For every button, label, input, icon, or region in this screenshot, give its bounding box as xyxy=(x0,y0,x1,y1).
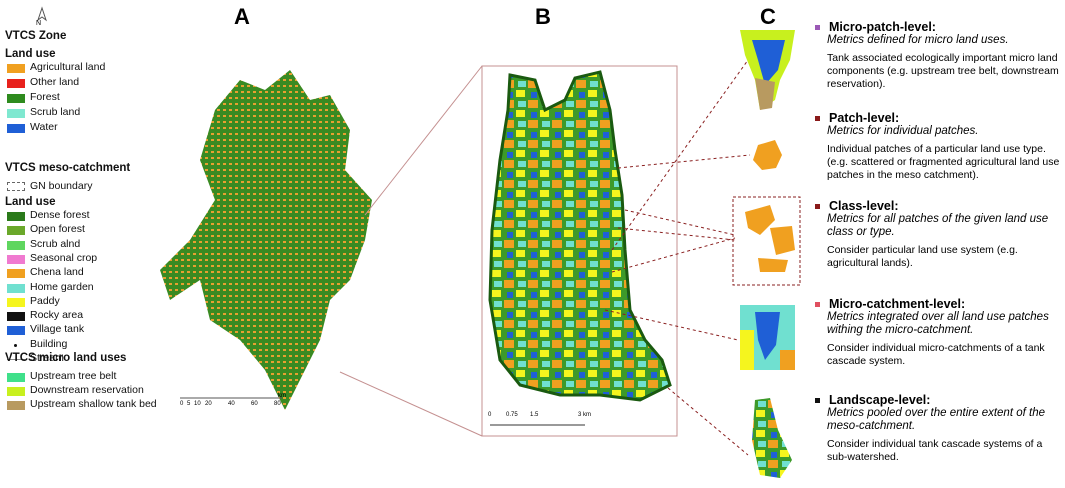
legend-label: Chena land xyxy=(30,266,84,279)
legend-swatch xyxy=(7,124,25,133)
legend-swatch xyxy=(7,79,25,88)
scale-label: 3 km xyxy=(578,412,592,418)
level: Micro-patch-level: Metrics defined for mi… xyxy=(815,20,1063,91)
legend-title: VTCS micro land uses xyxy=(5,352,127,364)
north-label: N xyxy=(36,20,42,27)
bullet xyxy=(815,398,820,403)
legend-swatch xyxy=(7,94,25,103)
level-title: Landscape-level: xyxy=(829,393,931,407)
legend-label: Scrub alnd xyxy=(30,237,81,250)
legend-swatch xyxy=(7,312,25,322)
level-subtitle: Metrics integrated over all land use pat… xyxy=(827,311,1049,336)
thumb-patch xyxy=(753,140,782,170)
level-subtitle: Metrics pooled over the entire extent of… xyxy=(827,407,1045,432)
level-text: Tank associated ecologically important m… xyxy=(827,52,1059,90)
legend-label: Dense forest xyxy=(30,209,90,221)
zoom-line xyxy=(364,65,483,216)
level-subtitle: Metrics for individual patches. xyxy=(827,125,979,137)
scale-label: 0 xyxy=(488,412,492,418)
legend-swatch xyxy=(14,343,17,347)
legend-label: Downstream reservation xyxy=(30,384,144,396)
legend-label: Agricultural land xyxy=(30,61,106,73)
scale-label: 0 xyxy=(180,401,184,407)
level-text: Consider individual micro-catchments of … xyxy=(827,342,1045,367)
legend-label: Seasonal crop xyxy=(30,251,98,264)
legend-label: Upstream shallow tank bed xyxy=(30,398,157,410)
scale-label: 10 xyxy=(194,401,201,407)
legend-label: Village tank xyxy=(30,323,85,336)
legend-swatch xyxy=(7,254,25,264)
level-text: Individual patches of a particular land … xyxy=(827,143,1060,181)
scale-label: 80 xyxy=(274,401,281,407)
legend-swatch xyxy=(7,401,25,410)
legend-swatch xyxy=(7,109,25,118)
level-title: Micro-catchment-level: xyxy=(829,297,966,311)
legend-label: Upstream tree belt xyxy=(30,370,117,382)
legend-swatch xyxy=(7,283,25,293)
scale-unit: km xyxy=(278,393,286,399)
panel-label: B xyxy=(535,4,551,29)
legend-swatch xyxy=(7,359,25,360)
level: Landscape-level: Metrics pooled over the … xyxy=(815,393,1063,464)
level-text: Consider particular land use system (e.g… xyxy=(827,244,1018,269)
arrows xyxy=(604,59,751,456)
level-subtitle: Metrics defined for micro land uses. xyxy=(827,34,1009,46)
level-title: Patch-level: xyxy=(829,111,900,125)
level-text: Consider individual tank cascade systems… xyxy=(827,438,1043,463)
legend-swatch xyxy=(7,326,25,336)
legend-swatch xyxy=(7,387,25,396)
legend-swatch xyxy=(7,297,25,307)
legend-label: Home garden xyxy=(30,280,94,293)
zoom-line xyxy=(339,371,483,437)
legend-label: Forest xyxy=(30,91,60,103)
level-subtitle: Metrics for all patches of the given lan… xyxy=(827,213,1049,238)
legend-swatch xyxy=(7,212,25,221)
scale-label: 60 xyxy=(251,401,258,407)
level-title: Micro-patch-level: xyxy=(829,20,936,34)
legend-swatch xyxy=(7,226,25,236)
level: Class-level: Metrics for all patches of t… xyxy=(815,199,1063,270)
legend-swatch xyxy=(7,240,25,250)
legend-label: Paddy xyxy=(30,294,60,307)
legend-subtitle: Land use xyxy=(5,196,56,208)
legend-subtitle: Land use xyxy=(5,48,56,60)
bullet xyxy=(815,116,820,121)
panel-label: C xyxy=(760,4,776,29)
level: Micro-catchment-level: Metrics integrated… xyxy=(815,297,1063,368)
legend-swatch xyxy=(7,373,25,382)
map-b xyxy=(488,70,672,402)
bullet xyxy=(815,302,820,307)
scale-label: 1.5 xyxy=(530,412,539,418)
scale-label: 5 xyxy=(187,401,191,407)
legend-title: VTCS meso-catchment xyxy=(5,162,131,174)
scale-label: 40 xyxy=(228,401,235,407)
legend-label: Water xyxy=(30,121,58,133)
bullet xyxy=(815,204,820,209)
thumb-class xyxy=(745,205,795,272)
legend-swatch xyxy=(7,64,25,73)
legend-title: VTCS Zone xyxy=(5,30,67,42)
legend-label: Building xyxy=(30,337,68,350)
level: Patch-level: Metrics for individual patch… xyxy=(815,111,1063,182)
legend-label: Rocky area xyxy=(30,309,84,322)
legend-label: Scrub land xyxy=(30,106,81,118)
legend-swatch xyxy=(7,269,25,279)
panel-label: A xyxy=(234,4,250,29)
bullet xyxy=(815,25,820,30)
north-arrow xyxy=(37,6,47,22)
scale-label: 20 xyxy=(205,401,212,407)
legend-label: Other land xyxy=(30,76,80,88)
legend-label: Stream xyxy=(30,352,64,364)
legend-label: GN boundary xyxy=(30,180,93,192)
map-a xyxy=(160,70,372,410)
scale-label: 0.75 xyxy=(506,412,518,418)
thumb-class-frame xyxy=(732,196,801,286)
legend-label: Open forest xyxy=(30,223,85,236)
level-title: Class-level: xyxy=(829,199,899,213)
thumb-landscape xyxy=(752,398,792,478)
legend-swatch xyxy=(7,182,25,191)
